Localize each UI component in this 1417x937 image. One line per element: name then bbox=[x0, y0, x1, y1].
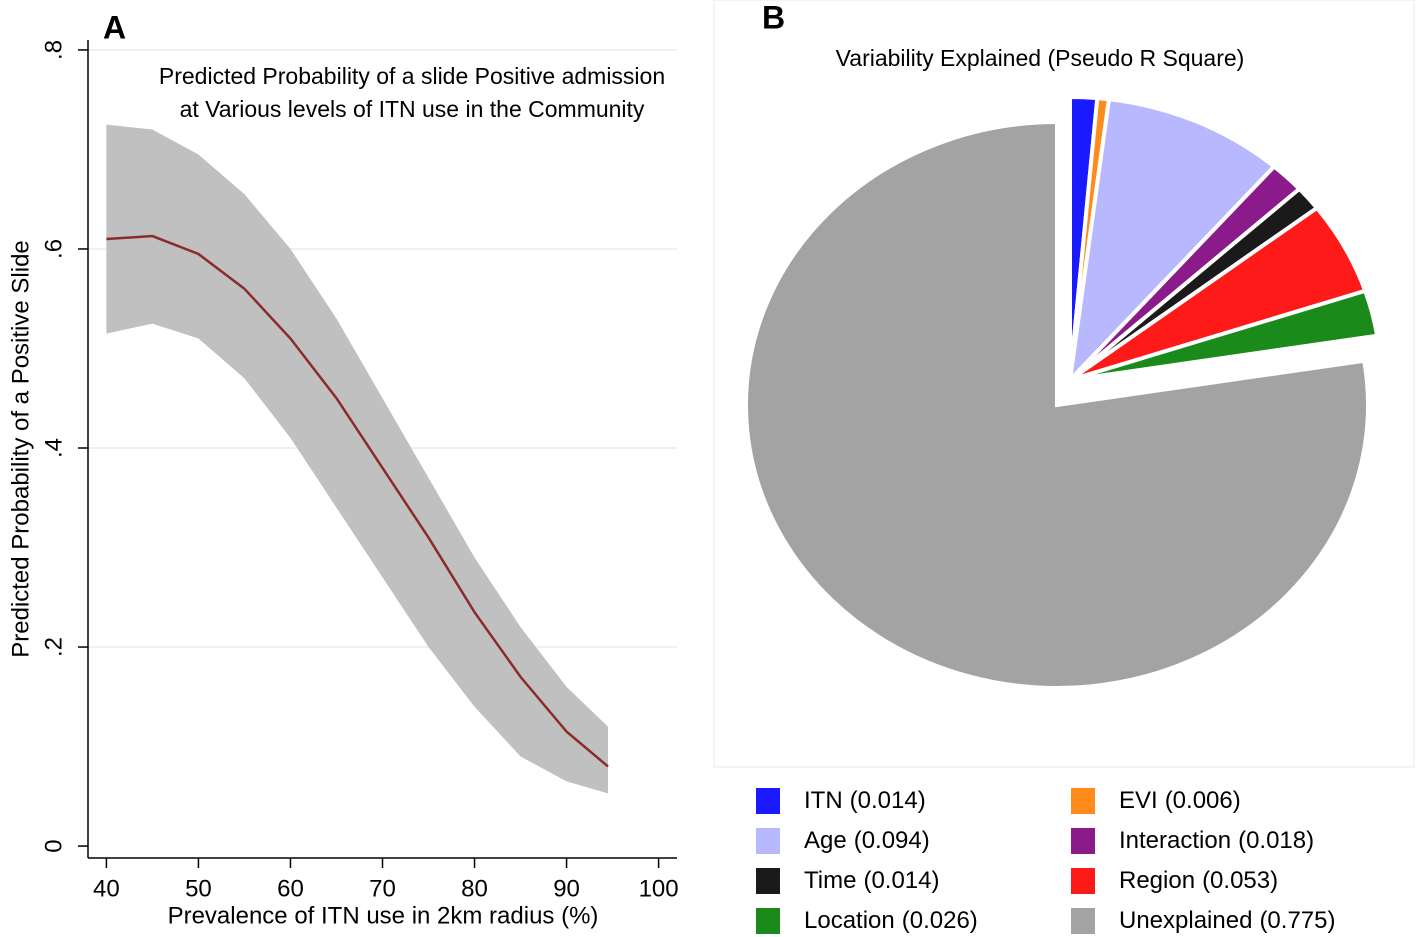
panel-label: A bbox=[103, 9, 126, 45]
y-tick-label: 0 bbox=[40, 839, 67, 852]
legend-value: (0.053) bbox=[1202, 867, 1278, 894]
x-tick-label: 70 bbox=[369, 875, 396, 902]
legend-name: EVI bbox=[1119, 787, 1158, 814]
x-tick-label: 80 bbox=[461, 875, 488, 902]
y-axis-label: Predicted Probability of a Positive Slid… bbox=[7, 240, 34, 658]
y-tick-label: .6 bbox=[40, 239, 67, 259]
legend-swatch bbox=[756, 788, 780, 814]
legend-label: Unexplained (0.775) bbox=[1119, 907, 1335, 934]
legend-label: Time (0.014) bbox=[804, 867, 940, 894]
legend-swatch bbox=[1071, 828, 1095, 854]
legend-swatch bbox=[756, 828, 780, 854]
chart-title: Predicted Probability of a slide Positiv… bbox=[159, 63, 665, 89]
fit-line bbox=[106, 234, 609, 768]
legend-value: (0.026) bbox=[902, 907, 978, 934]
legend-name: Location bbox=[804, 907, 895, 934]
legend-value: (0.094) bbox=[854, 827, 930, 854]
confidence-band bbox=[106, 124, 608, 794]
legend-name: Time bbox=[804, 867, 856, 894]
legend-value: (0.014) bbox=[850, 787, 926, 814]
chart-title: Variability Explained (Pseudo R Square) bbox=[836, 45, 1245, 71]
legend-value: (0.018) bbox=[1238, 827, 1314, 854]
legend-swatch bbox=[1071, 908, 1095, 934]
legend-label: Interaction (0.018) bbox=[1119, 827, 1314, 854]
pie-slice bbox=[744, 119, 1370, 690]
legend-label: Region (0.053) bbox=[1119, 867, 1278, 894]
panel-frame bbox=[713, 0, 1415, 768]
pie-slice bbox=[1069, 288, 1380, 382]
x-tick-label: 100 bbox=[639, 875, 679, 902]
y-tick-label: .4 bbox=[40, 438, 67, 458]
legend-label: ITN (0.014) bbox=[804, 787, 926, 814]
y-tick-label: .2 bbox=[40, 637, 67, 657]
legend-value: (0.014) bbox=[863, 867, 939, 894]
legend-swatch bbox=[1071, 868, 1095, 894]
legend-swatch bbox=[756, 868, 780, 894]
legend-label: EVI (0.006) bbox=[1119, 787, 1241, 814]
legend-name: Unexplained bbox=[1119, 907, 1252, 934]
x-tick-label: 90 bbox=[553, 875, 580, 902]
legend-label: Age (0.094) bbox=[804, 827, 930, 854]
legend-value: (0.775) bbox=[1259, 907, 1335, 934]
legend-name: Interaction bbox=[1119, 827, 1231, 854]
x-tick-label: 60 bbox=[277, 875, 304, 902]
x-axis-label: Prevalence of ITN use in 2km radius (%) bbox=[168, 902, 599, 929]
legend-value: (0.006) bbox=[1165, 787, 1241, 814]
legend-swatch bbox=[756, 908, 780, 934]
legend-swatch bbox=[1071, 788, 1095, 814]
chart-subtitle: at Various levels of ITN use in the Comm… bbox=[180, 96, 645, 122]
legend-name: Age bbox=[804, 827, 847, 854]
x-tick-label: 50 bbox=[185, 875, 212, 902]
panel-label: B bbox=[762, 0, 785, 35]
pie-slice bbox=[1067, 97, 1278, 386]
x-tick-label: 40 bbox=[93, 875, 120, 902]
legend-label: Location (0.026) bbox=[804, 907, 978, 934]
y-tick-label: .8 bbox=[40, 40, 67, 60]
legend-name: Region bbox=[1119, 867, 1195, 894]
legend-name: ITN bbox=[804, 787, 843, 814]
